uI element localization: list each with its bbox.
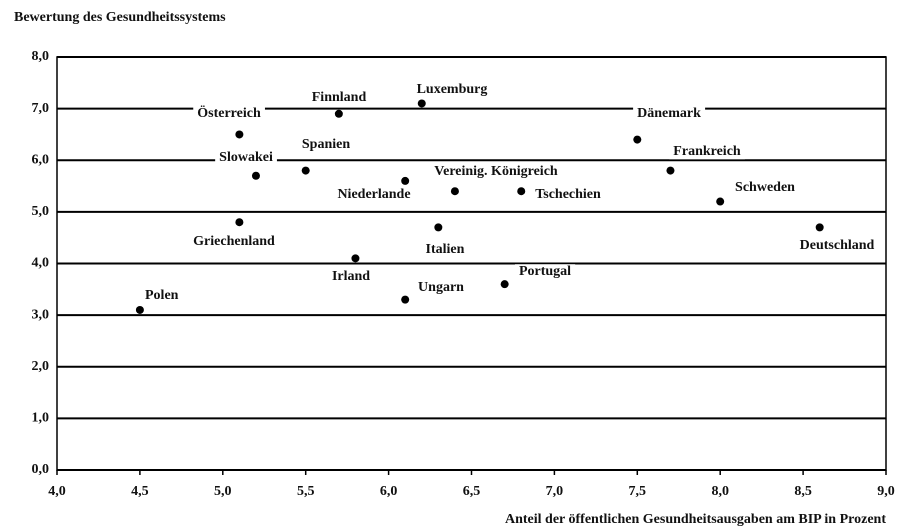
y-tick-label: 3,0: [32, 307, 50, 322]
x-tick-label: 7,5: [629, 484, 647, 499]
point: [815, 223, 824, 232]
point-label: Luxemburg: [417, 82, 488, 97]
point-label: Italien: [426, 242, 465, 257]
point: [301, 166, 310, 175]
label-background: [795, 238, 879, 254]
x-axis-title: Anteil der öffentlichen Gesundheitsausga…: [505, 512, 886, 527]
point-label: Frankreich: [673, 144, 741, 159]
label-background: [633, 106, 706, 122]
point: [401, 176, 410, 185]
label-background: [412, 82, 492, 98]
x-tick-label: 5,5: [297, 484, 315, 499]
label-background: [215, 150, 277, 166]
point-label: Polen: [145, 288, 179, 303]
point: [251, 171, 260, 180]
point: [633, 135, 642, 144]
x-tick-label: 6,5: [463, 484, 481, 499]
point-label: Irland: [332, 269, 370, 284]
label-background: [307, 90, 371, 106]
y-tick-label: 2,0: [32, 359, 50, 374]
y-tick-label: 0,0: [32, 462, 50, 477]
point-label: Schweden: [735, 180, 795, 195]
point: [666, 166, 675, 175]
point-label: Vereinig. Königreich: [434, 164, 558, 179]
point: [434, 223, 443, 232]
x-tick-label: 5,0: [214, 484, 232, 499]
point-label: Deutschland: [800, 238, 875, 253]
label-background: [189, 234, 280, 250]
y-tick-label: 8,0: [32, 49, 50, 64]
label-background: [531, 187, 606, 203]
point-label: Österreich: [197, 104, 261, 121]
point: [235, 218, 244, 227]
label-background: [141, 288, 183, 304]
x-tick-label: 4,5: [131, 484, 149, 499]
point-label: Spanien: [302, 137, 350, 152]
point: [235, 130, 244, 139]
y-tick-label: 4,0: [32, 256, 50, 271]
label-background: [421, 242, 469, 258]
y-tick-label: 7,0: [32, 101, 50, 116]
point-label: Griechenland: [193, 234, 275, 249]
point: [401, 295, 410, 304]
point: [351, 254, 360, 263]
point: [716, 197, 725, 206]
point: [334, 109, 343, 118]
label-background: [333, 187, 415, 203]
y-tick-label: 6,0: [32, 152, 50, 167]
label-background: [669, 144, 745, 160]
point-label: Dänemark: [637, 106, 701, 121]
x-tick-label: 8,5: [794, 484, 812, 499]
label-background: [430, 164, 562, 180]
label-background: [297, 137, 355, 153]
point: [417, 99, 426, 108]
point-label: Niederlande: [337, 187, 410, 202]
label-background: [414, 280, 469, 296]
label-background: [193, 104, 265, 122]
x-tick-label: 6,0: [380, 484, 398, 499]
x-tick-label: 9,0: [877, 484, 895, 499]
x-tick-label: 7,0: [546, 484, 564, 499]
x-tick-label: 4,0: [48, 484, 66, 499]
point: [450, 187, 459, 196]
point-label: Portugal: [519, 264, 571, 279]
point: [500, 280, 509, 289]
label-background: [731, 180, 800, 196]
label-background: [327, 269, 375, 285]
x-tick-label: 8,0: [711, 484, 729, 499]
point-label: Ungarn: [418, 280, 464, 295]
y-axis-title: Bewertung des Gesundheitssystems: [14, 10, 226, 25]
y-tick-label: 1,0: [32, 411, 50, 426]
point-label: Finnland: [312, 90, 367, 105]
label-background: [514, 264, 576, 280]
y-tick-label: 5,0: [32, 204, 50, 219]
point: [135, 305, 144, 314]
point-label: Slowakei: [219, 150, 273, 165]
point-label: Tschechien: [535, 187, 601, 202]
point: [517, 187, 526, 196]
